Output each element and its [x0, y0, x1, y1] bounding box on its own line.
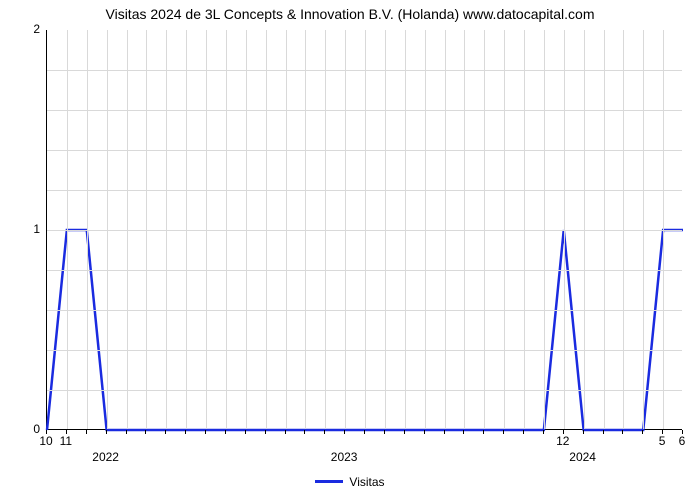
- gridline-vertical: [464, 30, 465, 429]
- gridline-vertical: [67, 30, 68, 429]
- x-year-label: 2022: [92, 450, 119, 464]
- x-tick-label: 12: [556, 434, 569, 448]
- x-minor-tick: [503, 430, 504, 434]
- gridline-vertical: [146, 30, 147, 429]
- x-tick-label: 10: [39, 434, 52, 448]
- x-minor-tick: [185, 430, 186, 434]
- x-minor-tick: [245, 430, 246, 434]
- x-minor-tick: [583, 430, 584, 434]
- y-tick-label: 0: [18, 422, 40, 436]
- x-tick-label: 5: [659, 434, 666, 448]
- x-minor-tick: [622, 430, 623, 434]
- gridline-vertical: [385, 30, 386, 429]
- gridline-vertical: [286, 30, 287, 429]
- x-minor-tick: [344, 430, 345, 434]
- x-minor-tick: [444, 430, 445, 434]
- gridline-vertical: [305, 30, 306, 429]
- x-minor-tick: [165, 430, 166, 434]
- gridline-vertical: [643, 30, 644, 429]
- x-minor-tick: [523, 430, 524, 434]
- x-year-label: 2023: [331, 450, 358, 464]
- gridline-vertical: [445, 30, 446, 429]
- gridline-vertical: [425, 30, 426, 429]
- gridline-vertical: [206, 30, 207, 429]
- gridline-vertical: [405, 30, 406, 429]
- x-year-label: 2024: [569, 450, 596, 464]
- gridline-vertical: [226, 30, 227, 429]
- gridline-vertical: [584, 30, 585, 429]
- x-minor-tick: [483, 430, 484, 434]
- gridline-vertical: [325, 30, 326, 429]
- x-tick-label: 6: [679, 434, 686, 448]
- gridline-vertical: [504, 30, 505, 429]
- x-minor-tick: [404, 430, 405, 434]
- gridline-vertical: [604, 30, 605, 429]
- legend: Visitas: [0, 474, 700, 489]
- gridline-vertical: [623, 30, 624, 429]
- x-minor-tick: [324, 430, 325, 434]
- x-minor-tick: [364, 430, 365, 434]
- gridline-vertical: [127, 30, 128, 429]
- gridline-vertical: [345, 30, 346, 429]
- x-minor-tick: [285, 430, 286, 434]
- x-minor-tick: [424, 430, 425, 434]
- gridline-vertical: [246, 30, 247, 429]
- gridline-vertical: [365, 30, 366, 429]
- x-minor-tick: [145, 430, 146, 434]
- gridline-vertical: [663, 30, 664, 429]
- x-minor-tick: [642, 430, 643, 434]
- plot-area: [46, 30, 682, 430]
- x-minor-tick: [106, 430, 107, 434]
- x-minor-tick: [603, 430, 604, 434]
- gridline-vertical: [166, 30, 167, 429]
- gridline-vertical: [266, 30, 267, 429]
- x-tick-label: 11: [60, 434, 72, 448]
- x-minor-tick: [463, 430, 464, 434]
- gridline-vertical: [107, 30, 108, 429]
- gridline-vertical: [564, 30, 565, 429]
- x-minor-tick: [384, 430, 385, 434]
- x-minor-tick: [265, 430, 266, 434]
- chart-container: { "title": "Visitas 2024 de 3L Concepts …: [0, 0, 700, 500]
- gridline-vertical: [524, 30, 525, 429]
- x-minor-tick: [543, 430, 544, 434]
- x-minor-tick: [205, 430, 206, 434]
- y-tick-label: 2: [18, 22, 40, 36]
- x-minor-tick: [126, 430, 127, 434]
- chart-title: Visitas 2024 de 3L Concepts & Innovation…: [0, 6, 700, 22]
- gridline-vertical: [544, 30, 545, 429]
- gridline-vertical: [186, 30, 187, 429]
- gridline-vertical: [484, 30, 485, 429]
- gridline-vertical: [87, 30, 88, 429]
- y-tick-label: 1: [18, 222, 40, 236]
- x-minor-tick: [225, 430, 226, 434]
- x-minor-tick: [86, 430, 87, 434]
- legend-label: Visitas: [349, 475, 384, 489]
- legend-swatch: [315, 480, 343, 483]
- x-minor-tick: [304, 430, 305, 434]
